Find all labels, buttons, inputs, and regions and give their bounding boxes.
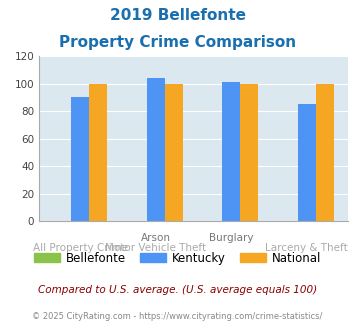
Bar [165, 83, 183, 221]
Text: Arson: Arson [141, 233, 171, 243]
Text: Compared to U.S. average. (U.S. average equals 100): Compared to U.S. average. (U.S. average … [38, 285, 317, 295]
Text: Motor Vehicle Theft: Motor Vehicle Theft [105, 244, 206, 253]
Bar [147, 78, 165, 221]
Legend: Bellefonte, Kentucky, National: Bellefonte, Kentucky, National [29, 247, 326, 269]
Bar [316, 83, 334, 221]
Bar [71, 97, 89, 221]
Bar [89, 83, 108, 221]
Bar [240, 83, 258, 221]
Bar [222, 82, 240, 221]
Text: Larceny & Theft: Larceny & Theft [265, 244, 348, 253]
Text: Burglary: Burglary [209, 233, 253, 243]
Text: All Property Crime: All Property Crime [33, 244, 128, 253]
Text: © 2025 CityRating.com - https://www.cityrating.com/crime-statistics/: © 2025 CityRating.com - https://www.city… [32, 312, 323, 321]
Bar [297, 104, 316, 221]
Text: Property Crime Comparison: Property Crime Comparison [59, 35, 296, 50]
Text: 2019 Bellefonte: 2019 Bellefonte [109, 8, 246, 23]
